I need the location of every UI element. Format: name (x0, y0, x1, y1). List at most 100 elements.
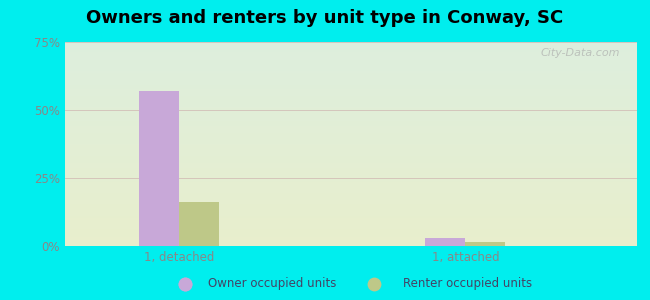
Bar (65, 73, 637, 74)
Bar (65, 190, 637, 191)
Bar (65, 100, 637, 101)
Bar (65, 89, 637, 90)
Bar (65, 58, 637, 59)
Bar (65, 81, 637, 82)
Bar (65, 80, 637, 81)
Bar (65, 103, 637, 104)
Bar (65, 75, 637, 76)
Bar (65, 241, 637, 242)
Bar (65, 94, 637, 95)
Bar (65, 46, 637, 47)
Bar (65, 91, 637, 92)
Bar (65, 198, 637, 199)
Bar (65, 183, 637, 184)
Bar (65, 56, 637, 57)
Bar (65, 111, 637, 112)
Bar (65, 78, 637, 79)
Bar (65, 97, 637, 98)
Bar (65, 129, 637, 130)
Bar (65, 164, 637, 165)
Bar (65, 141, 637, 142)
Bar (65, 63, 637, 64)
Bar (65, 137, 637, 138)
Bar (65, 199, 637, 200)
Bar (65, 114, 637, 116)
Bar (65, 210, 637, 211)
Bar (65, 60, 637, 62)
Bar (65, 53, 637, 54)
Bar (65, 147, 637, 148)
Bar (65, 203, 637, 204)
Bar (65, 245, 637, 246)
Bar (65, 184, 637, 185)
Bar (65, 161, 637, 162)
Bar (65, 74, 637, 75)
Bar (65, 132, 637, 133)
Bar (65, 226, 637, 228)
Bar (65, 65, 637, 67)
Bar (65, 119, 637, 121)
Bar (65, 188, 637, 189)
Bar (65, 50, 637, 51)
Bar (65, 124, 637, 126)
Bar (65, 45, 637, 46)
Bar (65, 135, 637, 136)
Bar (65, 146, 637, 147)
Bar (65, 92, 637, 93)
Bar (65, 118, 637, 119)
Bar (65, 176, 637, 177)
Bar (65, 231, 637, 232)
Bar (65, 232, 637, 233)
Bar (65, 158, 637, 159)
Bar (65, 59, 637, 60)
Bar (65, 211, 637, 212)
Bar (65, 216, 637, 217)
Bar (65, 197, 637, 198)
Bar (65, 169, 637, 170)
Bar (65, 151, 637, 152)
Bar (65, 228, 637, 229)
Bar (65, 225, 637, 226)
Bar (65, 106, 637, 107)
Bar (65, 189, 637, 190)
Bar (65, 128, 637, 129)
Bar (65, 236, 637, 237)
Point (180, 281, 190, 286)
Bar (65, 153, 637, 154)
Bar (65, 194, 637, 195)
Bar (65, 204, 637, 205)
Bar (65, 107, 637, 108)
Bar (65, 152, 637, 153)
Bar (65, 145, 637, 146)
Bar (65, 172, 637, 174)
Bar (65, 240, 637, 241)
Bar (65, 205, 637, 206)
Bar (65, 237, 637, 238)
Bar (65, 206, 637, 207)
Bar (65, 174, 637, 175)
Bar (65, 108, 637, 109)
Bar (65, 96, 637, 97)
Bar (65, 149, 637, 150)
Bar (65, 223, 637, 224)
Bar (65, 98, 637, 99)
Bar (65, 127, 637, 128)
Bar (65, 209, 637, 210)
Bar (65, 104, 637, 105)
Bar (425, 238, 465, 246)
Bar (65, 67, 637, 68)
Bar (65, 109, 637, 110)
Bar (65, 121, 637, 122)
Bar (65, 136, 637, 137)
Bar (139, 91, 179, 246)
Text: Owner occupied units: Owner occupied units (208, 277, 337, 290)
Bar (65, 193, 637, 194)
Bar (65, 243, 637, 244)
Bar (65, 118, 637, 119)
Bar (65, 156, 637, 157)
Bar (65, 87, 637, 88)
Bar (65, 157, 637, 158)
Bar (65, 155, 637, 156)
Bar (65, 44, 637, 45)
Bar (65, 52, 637, 53)
